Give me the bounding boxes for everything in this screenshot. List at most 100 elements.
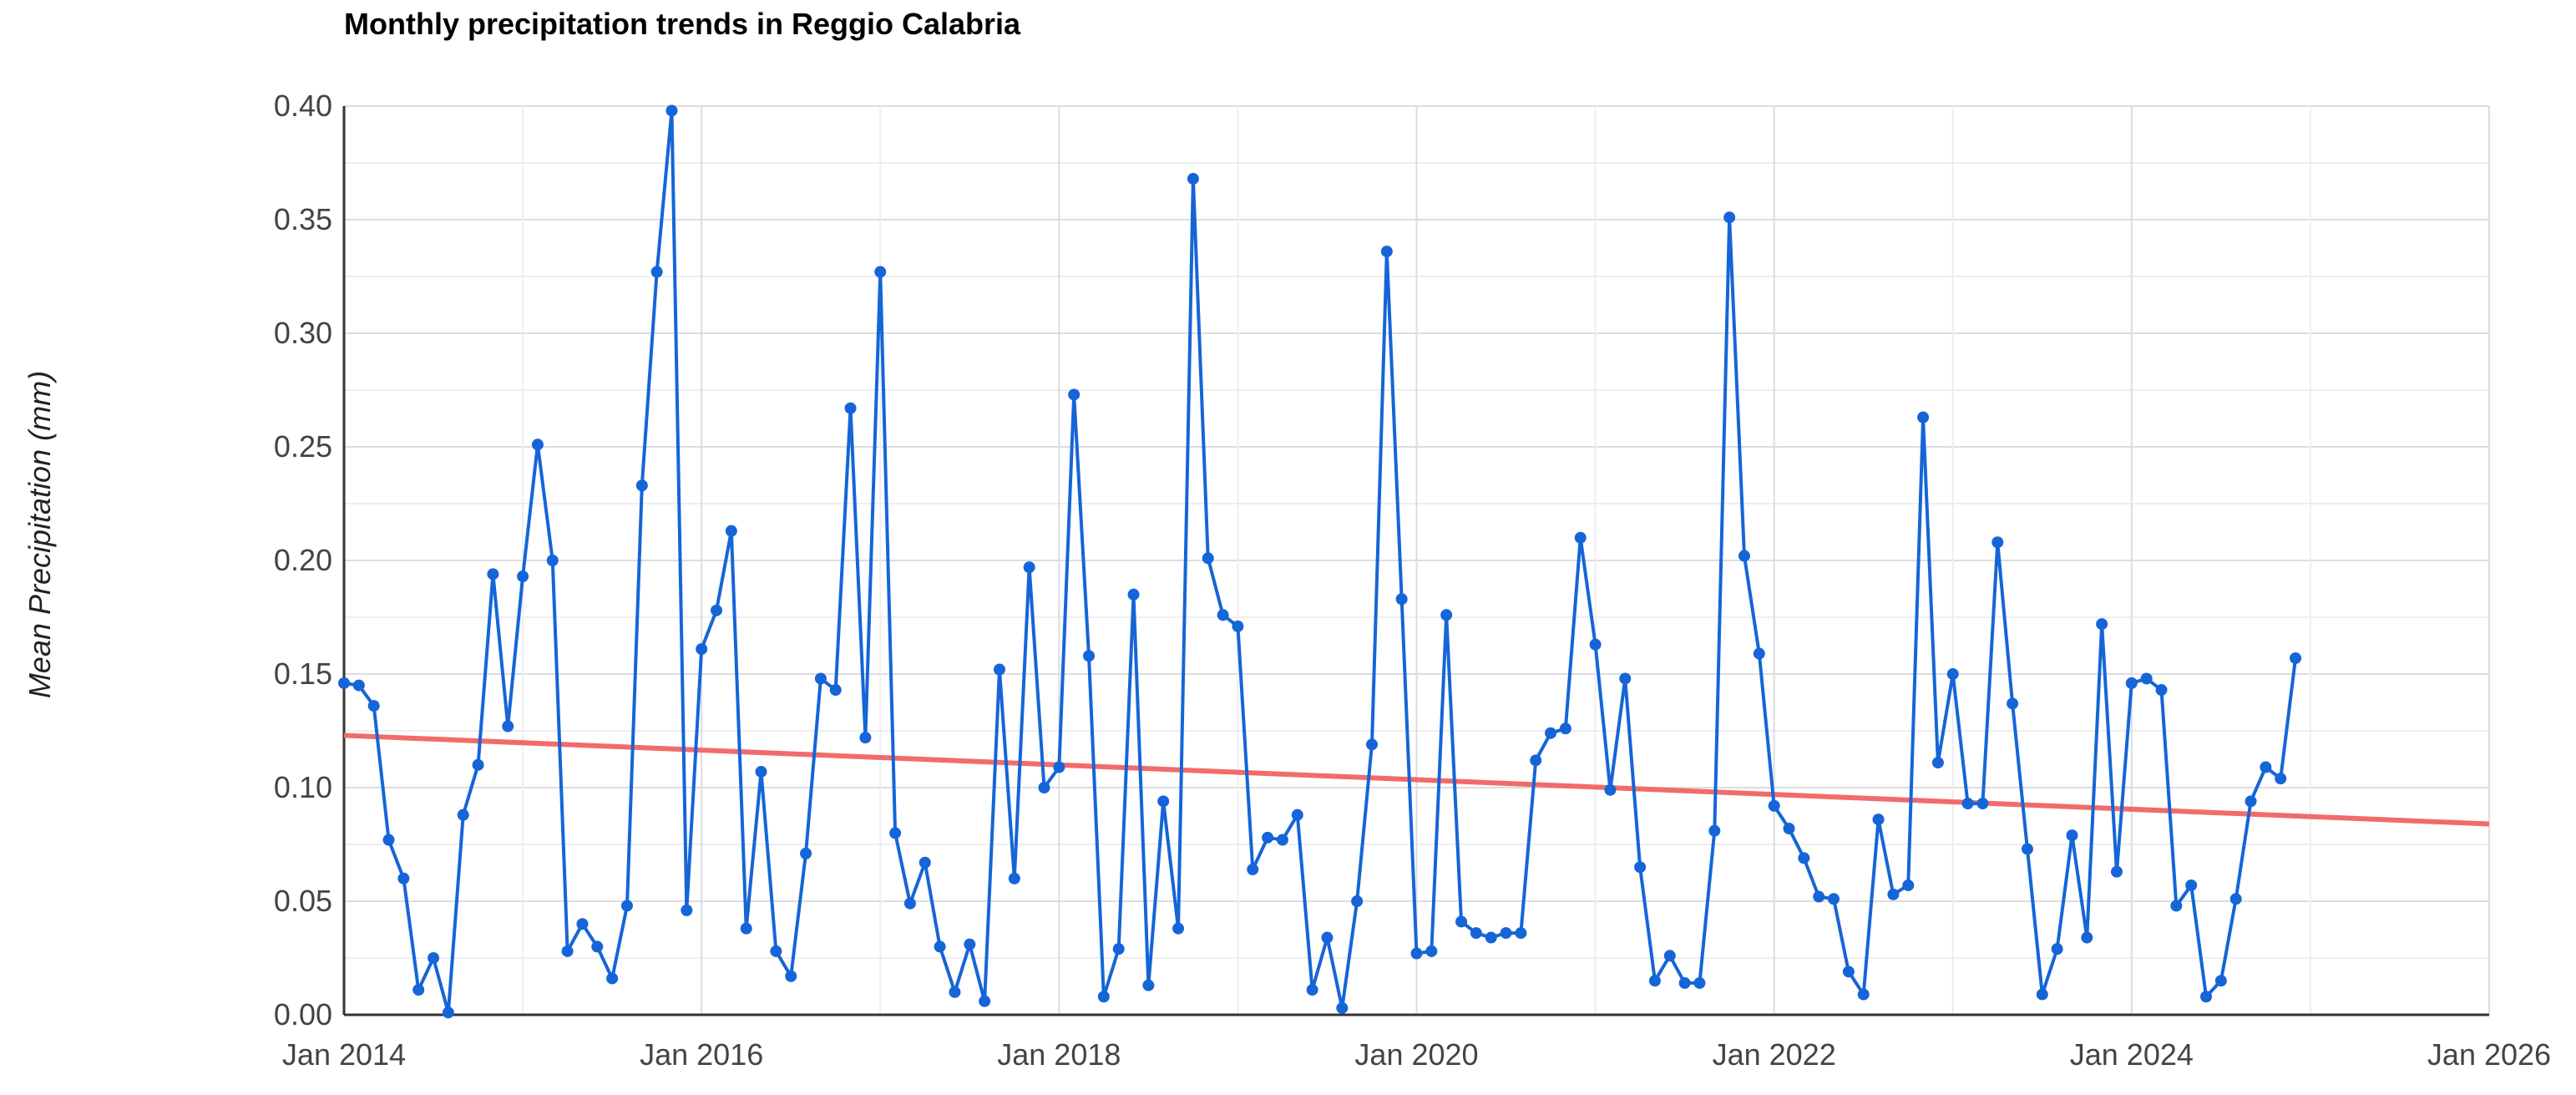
data-point	[2081, 931, 2093, 944]
data-point	[1187, 173, 1199, 185]
data-point	[1768, 799, 1780, 812]
data-point	[1828, 893, 1840, 905]
data-point	[2245, 795, 2257, 808]
data-point	[1202, 552, 1214, 565]
gridlines	[344, 105, 2490, 1015]
data-point	[979, 995, 991, 1007]
trendline-line	[343, 733, 2490, 827]
data-point	[502, 720, 514, 733]
data-point	[1157, 795, 1170, 808]
data-point	[1232, 620, 1244, 632]
data-point	[2125, 677, 2138, 689]
data-point	[814, 672, 827, 685]
data-point	[934, 940, 946, 953]
data-point	[1291, 809, 1303, 821]
x-tick-label: Jan 2016	[640, 1037, 763, 1072]
data-point	[949, 986, 961, 998]
data-point	[1961, 798, 1974, 810]
data-point	[428, 952, 440, 964]
data-point	[1470, 927, 1482, 940]
data-point	[740, 922, 752, 935]
y-tick-label: 0.15	[274, 656, 332, 691]
data-point	[1097, 991, 1110, 1003]
data-point	[1112, 943, 1125, 956]
data-point	[785, 970, 797, 982]
data-point	[397, 872, 410, 885]
data-point	[338, 677, 350, 689]
data-point	[1976, 798, 1989, 810]
data-point	[859, 732, 872, 744]
y-tick-labels: 0.00 0.05 0.10 0.15 0.20 0.25 0.30 0.35 0.40	[274, 89, 332, 1032]
y-tick-label: 0.30	[274, 316, 332, 350]
x-tick-label: Jan 2022	[1713, 1037, 1836, 1072]
data-point	[472, 758, 484, 771]
data-point	[1753, 647, 1765, 660]
data-point	[487, 568, 499, 580]
data-point	[1217, 609, 1229, 621]
x-tick-label: Jan 2024	[2070, 1037, 2194, 1072]
data-point	[1440, 609, 1453, 621]
data-point	[1991, 536, 2004, 549]
data-point	[1053, 761, 1065, 773]
data-point	[1262, 831, 1274, 844]
data-point	[546, 555, 559, 566]
y-tick-label: 0.40	[274, 89, 332, 123]
data-point	[1410, 947, 1423, 960]
data-point	[1902, 879, 1915, 891]
data-point	[1738, 550, 1750, 562]
trendline	[343, 733, 2490, 827]
data-point	[576, 918, 589, 930]
data-point	[620, 900, 633, 912]
data-point	[1708, 824, 1721, 837]
data-point	[1842, 966, 1855, 978]
data-point	[711, 604, 723, 616]
data-point	[1276, 834, 1288, 846]
data-point	[650, 266, 663, 278]
data-point	[1678, 976, 1691, 989]
data-point	[1142, 979, 1155, 991]
data-point	[1321, 931, 1334, 944]
data-point	[2200, 991, 2213, 1003]
data-point	[770, 945, 782, 957]
data-point	[666, 104, 678, 117]
data-point	[1008, 872, 1020, 885]
data-point	[1425, 945, 1438, 957]
data-point	[1813, 890, 1825, 903]
data-point	[442, 1006, 454, 1019]
x-tick-labels: Jan 2014 Jan 2016 Jan 2018 Jan 2020 Jan 2022…	[282, 1037, 2551, 1072]
data-point	[531, 439, 544, 451]
data-point	[2096, 618, 2108, 631]
data-point	[829, 684, 842, 697]
data-point	[1559, 722, 1571, 735]
data-point	[2170, 900, 2183, 912]
series-precipitation	[338, 104, 2302, 1019]
data-point	[1648, 975, 1661, 987]
data-point	[1589, 638, 1602, 651]
data-point	[1365, 738, 1378, 751]
data-point	[1515, 927, 1527, 940]
data-point	[2021, 843, 2033, 855]
data-point	[2155, 684, 2168, 697]
data-point	[1023, 561, 1035, 574]
data-point	[1380, 246, 1393, 258]
y-tick-label: 0.10	[274, 770, 332, 804]
data-point	[1619, 672, 1632, 685]
data-point	[1455, 915, 1468, 928]
data-point	[606, 972, 619, 985]
data-point	[2260, 761, 2272, 773]
data-point	[800, 847, 812, 859]
data-point	[382, 834, 395, 846]
y-tick-label: 0.35	[274, 202, 332, 236]
y-tick-label: 0.05	[274, 884, 332, 918]
data-point	[889, 827, 902, 839]
data-point	[2140, 672, 2153, 685]
data-point	[1931, 757, 1944, 769]
data-point	[1545, 727, 1557, 739]
data-point	[1068, 388, 1081, 401]
data-point	[1336, 1001, 1349, 1014]
data-point	[2214, 975, 2227, 987]
data-point	[2185, 879, 2198, 891]
data-point	[2110, 865, 2123, 878]
data-point	[2275, 773, 2287, 785]
